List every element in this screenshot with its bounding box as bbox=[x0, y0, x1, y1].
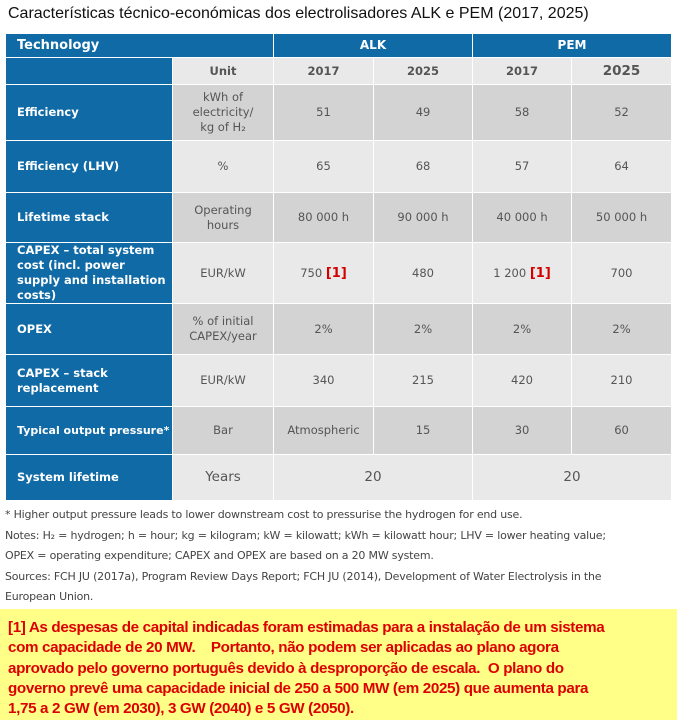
row-unit: EUR/kW bbox=[172, 354, 274, 407]
cell: 68 bbox=[372, 140, 474, 193]
table-row: OPEX % of initial CAPEX/year 2% 2% 2% 2% bbox=[5, 303, 673, 355]
cell: 57 bbox=[472, 140, 573, 193]
row-unit: % bbox=[172, 140, 274, 193]
year-header: 2025 bbox=[571, 57, 673, 85]
comment-line: 1,75 a 2 GW (em 2030), 3 GW (2040) e 5 G… bbox=[8, 700, 354, 718]
cell: 20 bbox=[472, 454, 673, 501]
electrolyser-table: Technology ALK PEM Unit 2017 2025 2017 2… bbox=[5, 33, 673, 501]
cell: 64 bbox=[571, 140, 673, 193]
footnote-line: Notes: H₂ = hydrogen; h = hour; kg = kil… bbox=[5, 528, 606, 542]
pem-header: PEM bbox=[472, 33, 673, 58]
footnotes: * Higher output pressure leads to lower … bbox=[5, 505, 673, 608]
footnote-ref[interactable]: [1] bbox=[529, 265, 551, 281]
table-row: Efficiency (LHV) % 65 68 57 64 bbox=[5, 140, 673, 193]
comment-line: [1] As despesas de capital indicadas for… bbox=[8, 619, 605, 636]
cell: 1 200 [1] bbox=[472, 242, 573, 304]
row-label: System lifetime bbox=[5, 454, 173, 501]
unit-header: Unit bbox=[172, 57, 274, 85]
blank-cell bbox=[5, 57, 173, 85]
cell: 52 bbox=[571, 84, 673, 141]
subheader-row: Unit 2017 2025 2017 2025 bbox=[5, 57, 673, 85]
row-label: CAPEX – total system cost (incl. power s… bbox=[5, 242, 173, 304]
cell: 420 bbox=[472, 354, 573, 407]
cell: 700 bbox=[571, 242, 673, 304]
cell: 90 000 h bbox=[372, 192, 474, 243]
comment-line: governo prevê uma capacidade inicial de … bbox=[8, 679, 589, 697]
technology-header: Technology bbox=[5, 33, 274, 58]
cell: 2% bbox=[571, 303, 673, 355]
table-row: CAPEX – total system cost (incl. power s… bbox=[5, 242, 673, 304]
footnote-line: * Higher output pressure leads to lower … bbox=[5, 508, 523, 521]
row-label: Lifetime stack bbox=[5, 192, 173, 243]
cell-value: 750 bbox=[300, 265, 323, 280]
row-unit: kWh of electricity/ kg of H₂ bbox=[172, 84, 274, 141]
footnote-ref[interactable]: [1] bbox=[325, 265, 347, 281]
row-unit: Years bbox=[172, 454, 274, 501]
cell: 20 bbox=[272, 454, 474, 501]
cell: Atmospheric bbox=[273, 406, 374, 455]
row-label: OPEX bbox=[5, 303, 173, 355]
footnote-line: European Union. bbox=[5, 590, 94, 603]
cell: 480 bbox=[372, 242, 474, 304]
cell: 2% bbox=[273, 303, 374, 355]
comment-line: aprovado pelo governo português devido à… bbox=[8, 659, 564, 677]
footnote-line: OPEX = operating expenditure; CAPEX and … bbox=[5, 549, 434, 562]
cell: 40 000 h bbox=[472, 192, 573, 243]
cell: 58 bbox=[472, 84, 573, 141]
row-unit: EUR/kW bbox=[172, 242, 274, 304]
cell: 210 bbox=[571, 354, 673, 407]
comment-line: com capacidade de 20 MW. Portanto, não p… bbox=[8, 639, 559, 657]
cell: 750 [1] bbox=[273, 242, 374, 304]
header-row: Technology ALK PEM bbox=[5, 33, 673, 58]
year-header: 2017 bbox=[472, 57, 573, 85]
row-label: Efficiency (LHV) bbox=[5, 140, 173, 193]
table-row: Typical output pressure* Bar Atmospheric… bbox=[5, 406, 673, 455]
cell-value: 1 200 bbox=[493, 265, 527, 280]
table-row: Efficiency kWh of electricity/ kg of H₂ … bbox=[5, 84, 673, 141]
table-row: System lifetime Years 20 20 bbox=[5, 454, 673, 501]
table-row: CAPEX – stack replacement EUR/kW 340 215… bbox=[5, 354, 673, 407]
row-unit: Bar bbox=[172, 406, 274, 455]
cell: 2% bbox=[372, 303, 474, 355]
cell: 51 bbox=[273, 84, 374, 141]
cell: 215 bbox=[372, 354, 474, 407]
cell: 65 bbox=[273, 140, 374, 193]
comment-box: [1] As despesas de capital indicadas for… bbox=[0, 609, 677, 720]
row-label: Typical output pressure* bbox=[5, 406, 173, 455]
year-header: 2017 bbox=[273, 57, 374, 85]
cell: 30 bbox=[472, 406, 573, 455]
alk-header: ALK bbox=[272, 33, 474, 58]
cell: 50 000 h bbox=[571, 192, 673, 243]
cell: 340 bbox=[273, 354, 374, 407]
cell: 15 bbox=[372, 406, 474, 455]
cell: 60 bbox=[571, 406, 673, 455]
cell: 2% bbox=[472, 303, 573, 355]
row-unit: Operating hours bbox=[172, 192, 274, 243]
page-title: Características técnico-económicas dos e… bbox=[8, 5, 589, 22]
year-header: 2025 bbox=[372, 57, 474, 85]
row-label: CAPEX – stack replacement bbox=[5, 354, 173, 407]
cell: 49 bbox=[372, 84, 474, 141]
row-unit: % of initial CAPEX/year bbox=[172, 303, 274, 355]
row-label: Efficiency bbox=[5, 84, 173, 141]
cell: 80 000 h bbox=[273, 192, 374, 243]
table-row: Lifetime stack Operating hours 80 000 h … bbox=[5, 192, 673, 243]
footnote-line: Sources: FCH JU (2017a), Program Review … bbox=[5, 569, 602, 583]
